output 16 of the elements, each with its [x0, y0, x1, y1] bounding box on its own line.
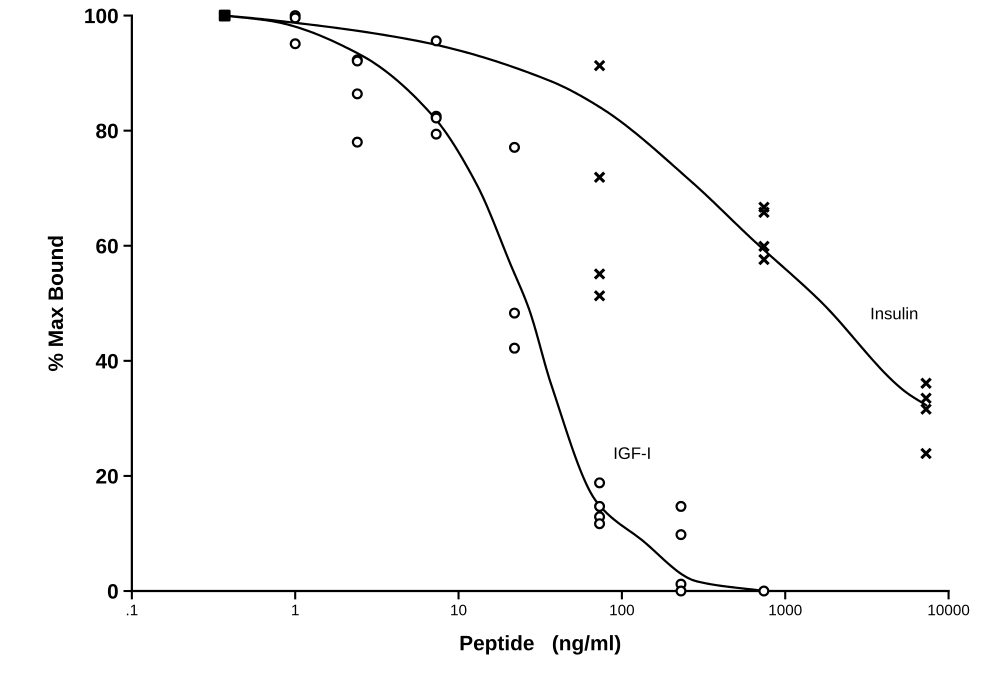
y-tick-label: 100 [85, 8, 118, 24]
text: IGF-I [614, 447, 650, 460]
y-tick-label: 80 [96, 124, 118, 138]
y-tick-label: 40 [96, 354, 118, 369]
x-tick-label: 1 [292, 604, 299, 616]
y-tick-label: 20 [96, 468, 118, 484]
x-tick-label: 10000 [928, 604, 970, 616]
series-label: Insulin [872, 307, 918, 320]
x-tick-label: 10 [451, 604, 466, 616]
x-tick-label: .1 [126, 604, 138, 616]
y-tick-label: 60 [96, 238, 118, 254]
x-axis-title: Peptide (ng/ml) [460, 635, 620, 655]
x-tick-label: 100 [610, 604, 634, 616]
y-tick-label: 0 [108, 584, 118, 599]
y-axis-title: % Max Bound [48, 236, 64, 372]
x-tick-label: 1000 [769, 604, 802, 616]
